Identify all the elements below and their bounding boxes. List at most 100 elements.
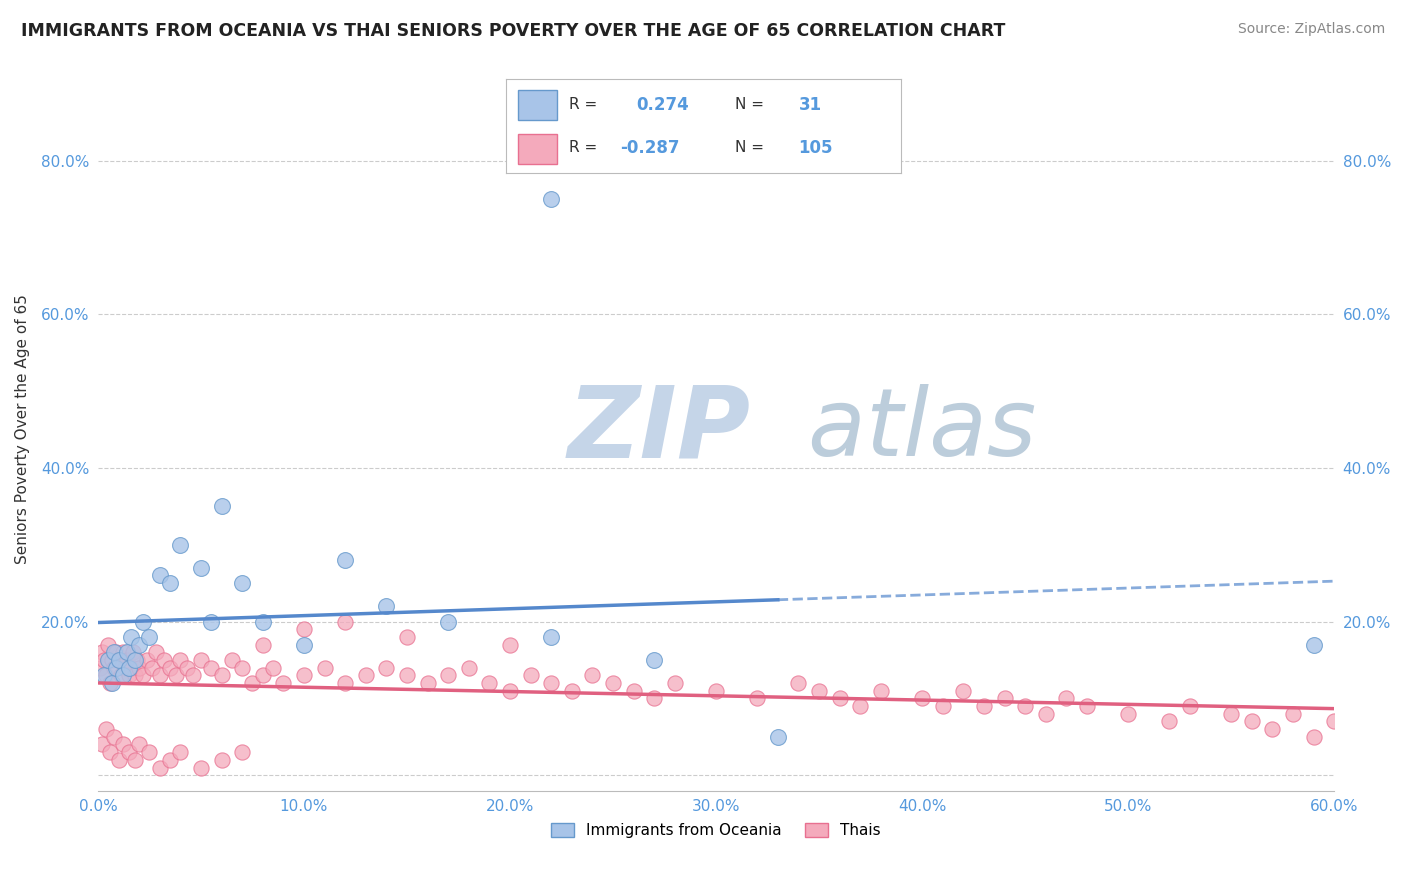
Point xyxy=(1220,706,1243,721)
Point xyxy=(1076,699,1098,714)
Point xyxy=(120,630,142,644)
Point xyxy=(931,699,953,714)
Point xyxy=(93,668,115,682)
Point xyxy=(91,738,114,752)
Point xyxy=(169,745,191,759)
Point xyxy=(952,683,974,698)
Point xyxy=(176,661,198,675)
Point xyxy=(159,753,181,767)
Point xyxy=(437,615,460,629)
Point xyxy=(118,661,141,675)
Point xyxy=(211,753,233,767)
Point xyxy=(1302,638,1324,652)
Point xyxy=(97,638,120,652)
Point xyxy=(149,568,172,582)
Point xyxy=(292,638,315,652)
Legend: Immigrants from Oceania, Thais: Immigrants from Oceania, Thais xyxy=(546,817,887,845)
Point xyxy=(103,661,125,675)
Point xyxy=(124,753,146,767)
Point xyxy=(96,722,118,736)
Point xyxy=(1261,722,1284,736)
Point xyxy=(252,668,274,682)
Point xyxy=(122,645,145,659)
Point xyxy=(190,561,212,575)
Text: Source: ZipAtlas.com: Source: ZipAtlas.com xyxy=(1237,22,1385,37)
Point xyxy=(149,668,172,682)
Point xyxy=(181,668,204,682)
Point xyxy=(1054,691,1077,706)
Point xyxy=(808,683,831,698)
Point xyxy=(292,668,315,682)
Point xyxy=(766,730,789,744)
Point xyxy=(704,683,727,698)
Point xyxy=(664,676,686,690)
Point xyxy=(561,683,583,698)
Point xyxy=(828,691,851,706)
Point xyxy=(375,599,398,614)
Point xyxy=(128,638,150,652)
Point xyxy=(120,661,142,675)
Point xyxy=(1323,714,1346,729)
Point xyxy=(103,730,125,744)
Point xyxy=(138,630,160,644)
Point xyxy=(540,630,562,644)
Point xyxy=(107,653,129,667)
Point xyxy=(138,745,160,759)
Point xyxy=(252,615,274,629)
Text: ZIP: ZIP xyxy=(568,381,751,478)
Point xyxy=(111,645,134,659)
Point xyxy=(211,668,233,682)
Point xyxy=(1178,699,1201,714)
Point xyxy=(159,661,181,675)
Point xyxy=(231,576,253,591)
Point xyxy=(107,753,129,767)
Point xyxy=(273,676,295,690)
Point xyxy=(1116,706,1139,721)
Point xyxy=(993,691,1015,706)
Point xyxy=(1159,714,1181,729)
Point xyxy=(111,738,134,752)
Point xyxy=(89,661,111,675)
Point xyxy=(262,661,284,675)
Point xyxy=(643,653,665,667)
Point xyxy=(1302,730,1324,744)
Point xyxy=(499,683,522,698)
Point xyxy=(335,676,357,690)
Point xyxy=(1282,706,1305,721)
Point xyxy=(111,668,134,682)
Point xyxy=(103,645,125,659)
Y-axis label: Seniors Poverty Over the Age of 65: Seniors Poverty Over the Age of 65 xyxy=(15,294,30,565)
Point xyxy=(110,668,132,682)
Point xyxy=(478,676,501,690)
Point xyxy=(870,683,893,698)
Point xyxy=(581,668,603,682)
Point xyxy=(437,668,460,682)
Point xyxy=(335,615,357,629)
Point xyxy=(128,661,150,675)
Point xyxy=(149,760,172,774)
Point xyxy=(124,653,146,667)
Point xyxy=(911,691,934,706)
Point xyxy=(145,645,167,659)
Point xyxy=(128,738,150,752)
Point xyxy=(165,668,187,682)
Point xyxy=(105,645,128,659)
Point xyxy=(107,653,129,667)
Point xyxy=(602,676,624,690)
Point xyxy=(169,538,191,552)
Point xyxy=(190,760,212,774)
Point xyxy=(292,622,315,636)
Point xyxy=(252,638,274,652)
Point xyxy=(101,676,124,690)
Point xyxy=(169,653,191,667)
Point xyxy=(91,645,114,659)
Point xyxy=(623,683,645,698)
Text: IMMIGRANTS FROM OCEANIA VS THAI SENIORS POVERTY OVER THE AGE OF 65 CORRELATION C: IMMIGRANTS FROM OCEANIA VS THAI SENIORS … xyxy=(21,22,1005,40)
Point xyxy=(1014,699,1036,714)
Point xyxy=(141,661,163,675)
Point xyxy=(136,653,159,667)
Point xyxy=(114,661,136,675)
Point xyxy=(747,691,769,706)
Point xyxy=(540,192,562,206)
Point xyxy=(105,661,128,675)
